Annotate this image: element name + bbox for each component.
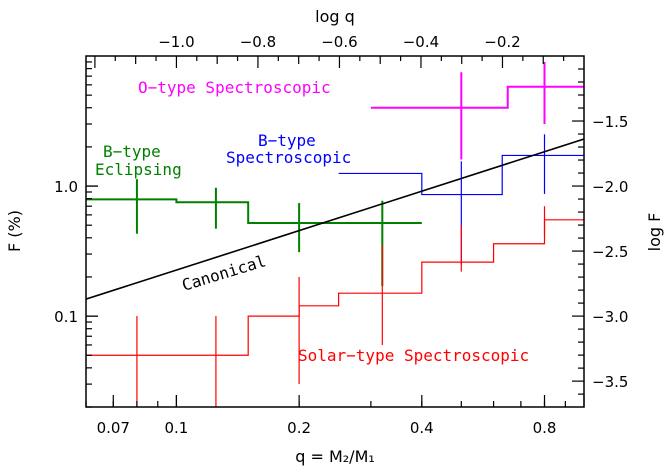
tick-layer: 0.07 0.1 0.2 0.4 0.8 0.1 1.0 −1.0 −0.8 −0.6 −0.4 −0… [54,33,628,437]
x-tick-label: 0.07 [97,419,130,437]
series-group [86,61,584,407]
x-tick-label: 0.4 [410,419,434,437]
plot-frame [85,55,585,408]
right-tick-label: −2.0 [592,178,628,196]
top-axis-title: log q [315,7,355,26]
right-tick-label: −3.5 [592,373,628,391]
series-step-b-type-spectroscopic [338,154,584,196]
series-line-canonical [86,138,584,300]
annotation-b-type-eclipsing-2: Eclipsing [95,160,182,179]
right-tick-label: −2.5 [592,243,628,261]
top-tick-label: −1.0 [158,33,194,51]
series-step-o-type-spectroscopic [370,85,584,109]
plot-layer [86,61,584,407]
annotation-canonical: Canonical [180,251,268,295]
top-tick-label: −0.6 [321,33,357,51]
annotation-b-type-spectro-2: Spectroscopic [226,148,351,167]
x-axis-title: q = M₂/M₁ [295,447,375,466]
annotation-b-type-eclipsing-1: B−type [103,142,161,161]
annotation-o-type: O−type Spectroscopic [138,78,331,97]
y-axis-title: F (%) [5,210,24,252]
annotation-solar-type: Solar−type Spectroscopic [298,346,529,365]
x-tick-label: 0.2 [287,419,311,437]
top-tick-label: −0.4 [403,33,439,51]
series-step-solar-type-spectroscopic [86,218,584,356]
right-tick-label: −1.5 [592,113,628,131]
x-tick-label: 0.1 [164,419,188,437]
top-tick-label: −0.2 [484,33,520,51]
right-tick-label: −3.0 [592,308,628,326]
y-tick-label: 0.1 [54,308,78,326]
annotation-b-type-spectro-1: B−type [258,131,316,150]
right-axis-title: log F [645,213,664,252]
top-tick-label: −0.8 [240,33,276,51]
y-tick-label: 1.0 [54,178,78,196]
x-tick-label: 0.8 [533,419,557,437]
series-step-b-type-eclipsing [86,198,422,224]
